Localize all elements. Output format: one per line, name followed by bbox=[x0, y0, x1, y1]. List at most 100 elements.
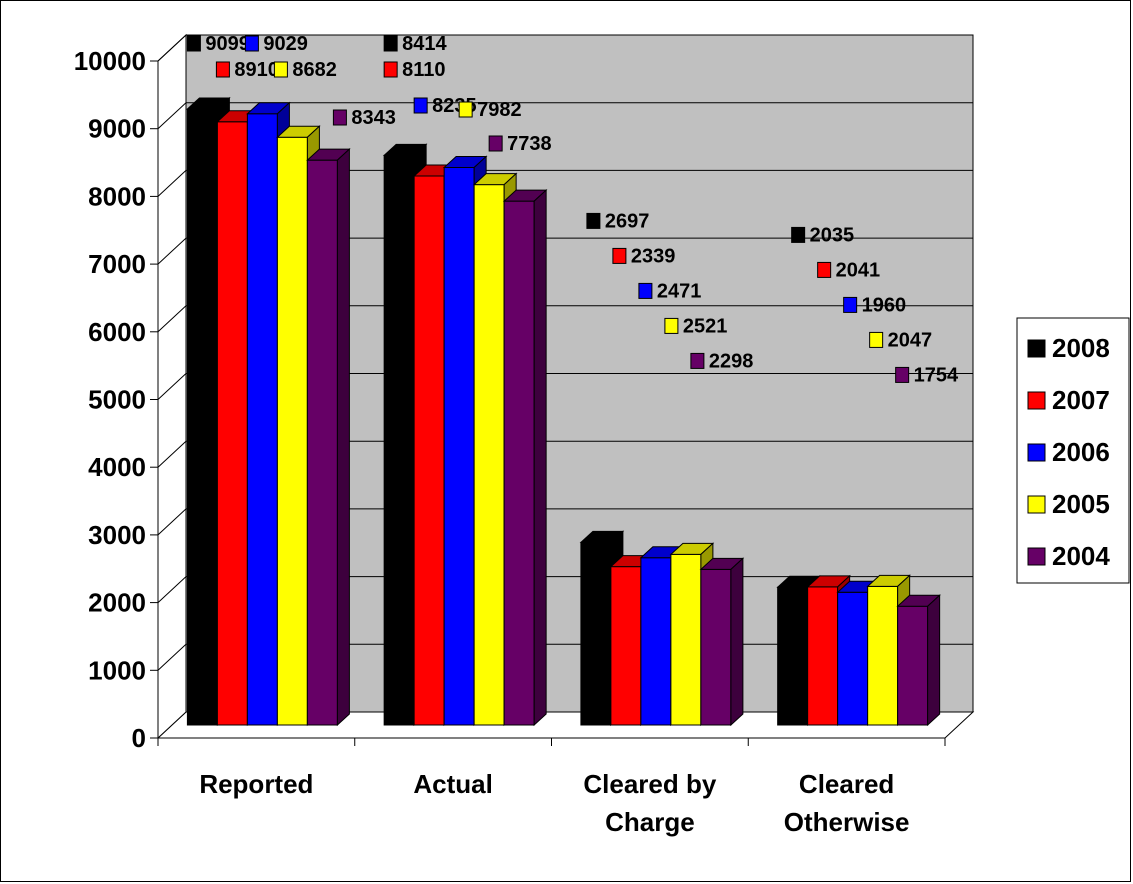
x-category-label: Charge bbox=[605, 807, 695, 837]
data-label-key bbox=[488, 135, 503, 152]
y-tick-label: 7000 bbox=[88, 249, 146, 279]
bar-front bbox=[610, 566, 642, 726]
data-label-value: 9099 bbox=[205, 33, 250, 55]
data-label-2006-2: 2471 bbox=[638, 280, 702, 302]
data-label-key bbox=[244, 35, 259, 52]
bars-group bbox=[186, 96, 941, 727]
data-label-value: 2041 bbox=[836, 259, 881, 281]
legend-swatch-2004 bbox=[1027, 547, 1046, 566]
x-category-label: Reported bbox=[199, 769, 313, 799]
data-label-key bbox=[186, 35, 201, 52]
x-category-label: Cleared bbox=[799, 769, 894, 799]
bar-side bbox=[927, 594, 941, 727]
data-label-value: 2035 bbox=[810, 224, 855, 246]
data-label-key bbox=[215, 61, 230, 78]
bar-front bbox=[837, 591, 869, 726]
bar-front bbox=[503, 200, 535, 726]
data-label-key bbox=[817, 261, 832, 278]
gridline bbox=[157, 237, 973, 265]
y-tick-label: 5000 bbox=[88, 385, 146, 415]
data-label-2004-2: 2298 bbox=[690, 350, 754, 372]
data-label-value: 1960 bbox=[862, 294, 907, 316]
data-label-value: 8414 bbox=[402, 33, 447, 55]
data-label-2005-2: 2521 bbox=[664, 315, 727, 337]
data-label-value: 8110 bbox=[402, 59, 445, 81]
bar-front bbox=[807, 586, 839, 726]
bar-side bbox=[533, 189, 547, 727]
bar-front bbox=[897, 605, 929, 726]
data-label-value: 8682 bbox=[292, 59, 337, 81]
y-tick-label: 2000 bbox=[88, 588, 146, 618]
bar-front bbox=[670, 553, 702, 726]
bar-front bbox=[216, 121, 248, 726]
data-label-key bbox=[413, 97, 428, 114]
data-label-2007-2: 2339 bbox=[612, 245, 676, 267]
y-tick-label: 0 bbox=[132, 723, 146, 753]
data-label-2004-1: 7738 bbox=[488, 133, 552, 155]
data-label-2007-1: 8110 bbox=[383, 59, 446, 81]
bar-2004-1 bbox=[502, 189, 548, 727]
data-label-key bbox=[690, 352, 705, 369]
data-label-2007-0: 8910 bbox=[215, 59, 279, 81]
bar-2004-3 bbox=[896, 594, 941, 727]
data-label-2004-0: 8343 bbox=[332, 107, 396, 129]
data-label-value: 2471 bbox=[657, 280, 702, 302]
y-tick-label: 4000 bbox=[88, 452, 146, 482]
bar-front bbox=[867, 585, 899, 726]
data-label-value: 2339 bbox=[631, 245, 676, 267]
data-label-key bbox=[791, 226, 806, 243]
bar-front bbox=[276, 136, 308, 726]
gridline bbox=[157, 34, 973, 62]
data-label-value: 7738 bbox=[507, 133, 552, 155]
data-label-key bbox=[612, 247, 627, 264]
bar-front bbox=[700, 568, 732, 726]
bar-front bbox=[473, 184, 505, 726]
data-label-key bbox=[383, 61, 398, 78]
data-label-key bbox=[586, 212, 601, 229]
legend-swatch-2007 bbox=[1027, 391, 1046, 410]
data-label-value: 8343 bbox=[351, 107, 396, 129]
data-label-key bbox=[664, 317, 679, 334]
gridline bbox=[157, 102, 973, 130]
x-category-label: Cleared by bbox=[583, 769, 716, 799]
legend-swatch-2008 bbox=[1027, 339, 1046, 358]
data-label-value: 2298 bbox=[709, 350, 754, 372]
gridline bbox=[157, 508, 973, 536]
data-label-key bbox=[383, 35, 398, 52]
x-category-label: Actual bbox=[413, 769, 492, 799]
data-label-key bbox=[273, 61, 288, 78]
legend-label-2004: 2004 bbox=[1052, 541, 1110, 571]
legend-label-2007: 2007 bbox=[1052, 385, 1110, 415]
bar-side bbox=[730, 557, 744, 727]
bar-front bbox=[640, 557, 672, 726]
data-label-2005-3: 2047 bbox=[869, 329, 933, 351]
y-tick-label: 9000 bbox=[88, 114, 146, 144]
data-label-2006-3: 1960 bbox=[843, 294, 907, 316]
data-label-value: 2047 bbox=[888, 329, 933, 351]
bar-front bbox=[777, 586, 809, 726]
data-label-value: 2697 bbox=[605, 210, 650, 232]
data-label-2005-1: 7982 bbox=[458, 99, 522, 121]
data-label-key bbox=[895, 366, 910, 383]
data-label-key bbox=[332, 109, 347, 126]
data-label-2006-0: 9029 bbox=[244, 33, 308, 55]
bar-front bbox=[383, 154, 415, 726]
x-category-label: Otherwise bbox=[784, 807, 910, 837]
data-label-value: 9029 bbox=[263, 33, 308, 55]
bar-front bbox=[306, 159, 338, 726]
bar-side bbox=[336, 148, 350, 727]
bar-front bbox=[580, 541, 612, 726]
bar-front bbox=[246, 113, 278, 726]
data-label-2008-0: 9099 bbox=[186, 33, 250, 55]
data-label-value: 8910 bbox=[234, 59, 279, 81]
data-label-value: 1754 bbox=[914, 364, 959, 386]
legend-label-2005: 2005 bbox=[1052, 489, 1110, 519]
y-tick-label: 10000 bbox=[74, 46, 146, 76]
bar-front bbox=[443, 166, 475, 726]
bar-front bbox=[413, 175, 445, 726]
data-label-key bbox=[458, 101, 473, 118]
data-label-2008-1: 8414 bbox=[383, 33, 448, 55]
data-label-key bbox=[638, 282, 653, 299]
data-label-2008-2: 2697 bbox=[586, 210, 650, 232]
